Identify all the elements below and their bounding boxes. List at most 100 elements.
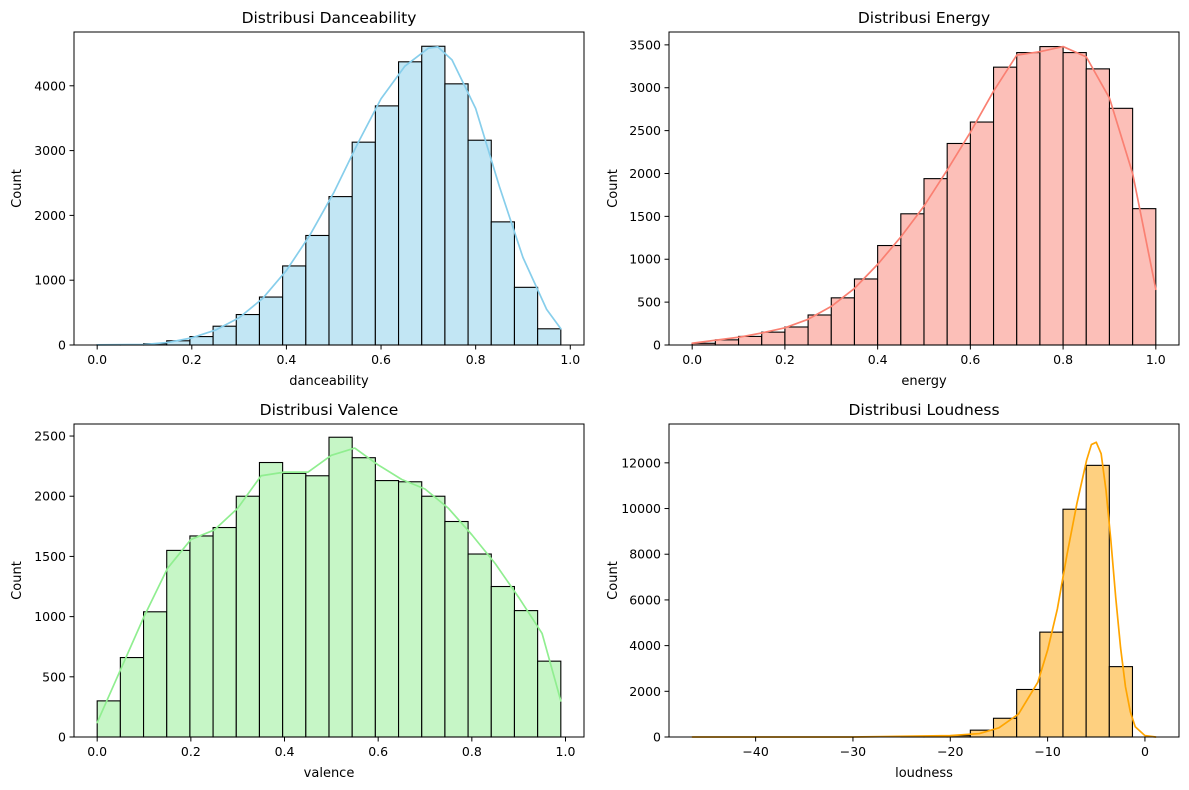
histogram-bar [189,535,214,738]
x-tick-label: 0.8 [466,352,486,367]
histogram-bar [1085,68,1111,346]
x-tick-label: 1.0 [560,352,580,367]
histogram-bar [737,335,763,346]
histogram-bar [1062,52,1087,346]
histogram-bar [282,265,307,346]
x-tick-label: 0 [1141,744,1149,759]
histogram-bar [397,61,423,346]
histogram-bar [1039,46,1064,346]
axes-frame [668,31,1180,346]
histogram-bar [96,700,121,738]
x-axis-label: loudness [895,766,953,781]
histogram-bar [1108,107,1134,346]
y-tick-label: 2000 [629,166,661,181]
histogram-bar [969,121,995,346]
x-tick-label: −40 [742,744,768,759]
x-tick-label: 0.4 [275,744,295,759]
histogram-bar [305,234,330,346]
kde-curve [96,46,562,346]
y-tick-label: 6000 [629,592,661,607]
chart-title: Distribusi Energy [858,9,990,27]
histogram-bar [444,83,469,346]
y-tick-label: 3500 [629,37,661,52]
histogram-bar [761,331,786,346]
histogram-bar [467,553,492,738]
y-tick-label: 3000 [629,80,661,95]
x-tick-label: 0.2 [775,352,795,367]
histogram-bar [1085,464,1110,738]
x-tick-label: −20 [937,744,963,759]
histogram-bar [351,457,376,738]
chart-title: Distribusi Loudness [848,401,999,419]
axes-frame [73,423,585,738]
x-tick-label: 1.0 [1146,352,1166,367]
y-tick-label: 2000 [629,684,661,699]
chart-title: Distribusi Danceability [242,9,417,27]
y-tick-label: 2500 [629,123,661,138]
histogram-bar [305,475,330,738]
histogram-bar [235,495,261,738]
x-tick-label: 0.6 [371,352,391,367]
y-tick-label: 1000 [34,609,66,624]
histogram-bar [328,196,353,346]
x-tick-label: 0.8 [462,744,482,759]
axes-frame [73,31,585,346]
histogram-bar [374,480,400,738]
x-tick-label: −30 [840,744,866,759]
histogram-bar [328,436,353,738]
histogram-bar [513,610,539,738]
chart-panel-danceability: 0.0 0.2 0.4 0.6 0.8 1.0 0 1000 2000 3000 4000 Distr… [10,9,585,389]
histogram-bar [830,297,856,346]
histogram-bar [397,481,423,738]
y-tick-label: 0 [653,730,661,745]
x-tick-label: 0.2 [182,352,202,367]
x-tick-label: 0.6 [368,744,388,759]
histogram-bar [1039,631,1064,738]
y-axis-label: Count [10,561,25,600]
histogram-bar [807,314,832,346]
histogram-bar [490,221,515,346]
chart-panel-loudness: −40 −30 −20 −10 0 0 2000 4000 6000 8000 10000 12000… [606,401,1180,781]
y-tick-label: 2000 [34,489,66,504]
histogram-bar [1016,52,1041,346]
y-tick-label: 1000 [629,252,661,267]
y-tick-label: 0 [653,338,661,353]
histogram-bar [351,141,376,346]
kde-curve [691,441,1157,738]
y-tick-label: 1500 [629,209,661,224]
histogram-bar [853,278,879,346]
y-tick-label: 0 [58,730,66,745]
histogram-bar [992,66,1018,346]
histogram-bar [1062,508,1087,738]
axes-frame [668,423,1180,738]
histogram-bar [166,549,191,738]
y-tick-label: 10000 [621,501,661,516]
histogram-bar [143,611,168,738]
y-axis-label: Count [606,169,621,208]
x-tick-label: 0.8 [1053,352,1073,367]
histogram-bar [537,660,562,738]
x-tick-label: 0.2 [181,744,201,759]
histogram-bar [282,472,307,738]
y-tick-label: 2000 [34,208,66,223]
y-tick-label: 8000 [629,547,661,562]
y-tick-label: 4000 [34,78,66,93]
histogram-bar [946,142,971,346]
kde-curve [96,447,562,724]
x-tick-label: −10 [1034,744,1060,759]
y-tick-label: 0 [58,338,66,353]
y-tick-label: 500 [637,295,661,310]
histogram-bar [258,461,284,738]
histogram-bar [513,286,539,346]
chart-panel-valence: 0.0 0.2 0.4 0.6 0.8 1.0 0 500 1000 1500 2000 2500 Di… [10,401,585,781]
histogram-bar [421,495,446,738]
histogram-bar [444,520,469,738]
chart-panel-energy: 0.0 0.2 0.4 0.6 0.8 1.0 0 500 1000 1500 2000 2500 30… [606,9,1180,389]
histogram-bar [235,313,261,346]
x-tick-label: 0.0 [87,352,107,367]
chart-title: Distribusi Valence [260,401,399,419]
histogram-bar [490,585,515,738]
histogram-bar [212,526,237,738]
x-axis-label: energy [901,374,947,389]
